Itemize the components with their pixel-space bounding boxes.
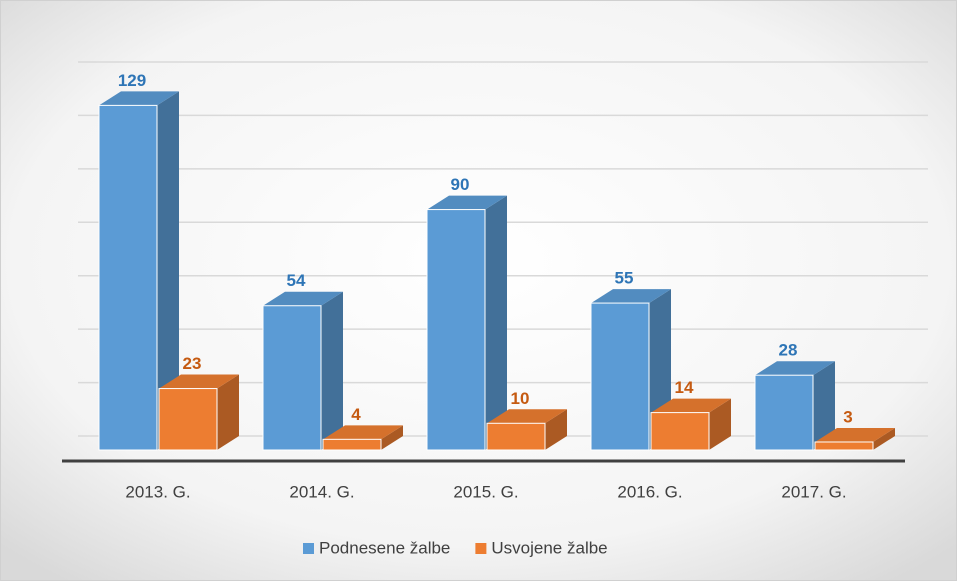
bar-side	[709, 398, 731, 450]
bar-top	[815, 427, 895, 442]
bar-top	[99, 91, 179, 106]
x-tick-label: 2013. G.	[125, 482, 190, 501]
bar-top	[323, 425, 403, 440]
bar-side	[485, 195, 507, 450]
data-label: 4	[351, 405, 361, 424]
x-tick-label: 2017. G.	[781, 482, 846, 501]
bar	[322, 438, 382, 451]
bar	[754, 374, 814, 451]
bar-side	[813, 361, 835, 450]
data-label: 10	[511, 389, 530, 408]
bar	[590, 302, 650, 451]
bar-top	[651, 398, 731, 413]
data-label: 3	[843, 407, 852, 426]
bar-top	[159, 374, 239, 389]
bar-top	[427, 195, 507, 210]
data-label: 129	[118, 71, 146, 90]
x-tick-label: 2014. G.	[289, 482, 354, 501]
legend-swatch	[303, 543, 314, 554]
bar	[98, 104, 158, 451]
bar-top	[487, 409, 567, 424]
bar	[158, 388, 218, 451]
x-tick-label: 2015. G.	[453, 482, 518, 501]
legend-label: Usvojene žalbe	[491, 538, 607, 557]
bar-side	[545, 409, 567, 450]
data-label: 28	[779, 341, 798, 360]
bar	[814, 441, 874, 451]
legend-swatch	[475, 543, 487, 554]
bar-side	[157, 91, 179, 450]
data-label: 90	[451, 175, 470, 194]
bar-top	[263, 291, 343, 306]
data-label: 54	[287, 271, 306, 290]
x-tick-label: 2016. G.	[617, 482, 682, 501]
legend-label: Podnesene žalbe	[319, 538, 450, 557]
bar-side	[381, 425, 403, 450]
data-label: 23	[183, 354, 202, 373]
bar-side	[873, 427, 895, 450]
bar-side	[217, 374, 239, 450]
bar-side	[321, 291, 343, 450]
bar	[486, 422, 546, 451]
bar	[262, 305, 322, 451]
bar-top	[755, 361, 835, 376]
bar	[426, 209, 486, 451]
bar-top	[591, 289, 671, 304]
bar	[650, 412, 710, 451]
data-label: 55	[615, 269, 634, 288]
data-label: 14	[675, 378, 694, 397]
